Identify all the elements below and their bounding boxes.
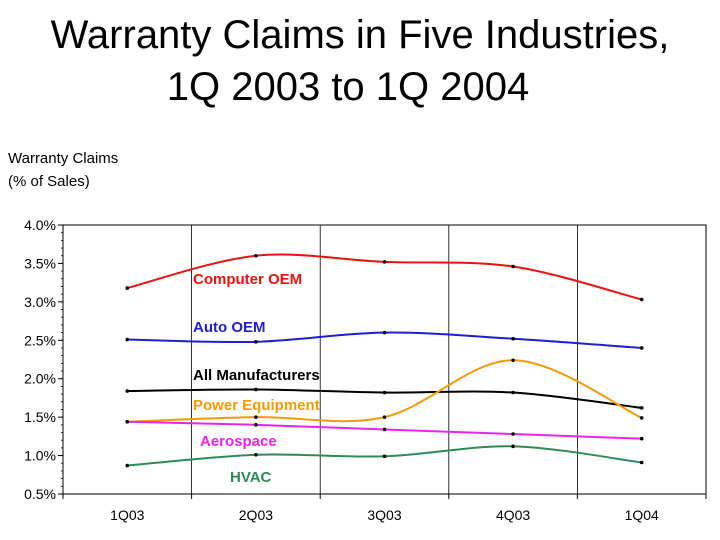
plot-area bbox=[62, 224, 707, 495]
data-point-auto-oem bbox=[254, 340, 258, 344]
x-tick-label: 3Q03 bbox=[367, 507, 401, 523]
data-point-computer-oem bbox=[254, 253, 258, 258]
data-point-hvac bbox=[639, 460, 644, 465]
data-point-power-equipment bbox=[511, 358, 515, 363]
data-point-all-manufacturers bbox=[254, 387, 258, 392]
data-point-auto-oem bbox=[125, 337, 130, 342]
y-axis-label-line-2: (% of Sales) bbox=[8, 173, 90, 190]
series-label-power-equipment: Power Equipment bbox=[193, 397, 320, 414]
data-point-hvac bbox=[511, 444, 515, 449]
data-point-auto-oem bbox=[639, 346, 644, 350]
x-tick-label: 2Q03 bbox=[239, 507, 273, 523]
x-tick-label: 4Q03 bbox=[496, 507, 530, 523]
data-point-all-manufacturers bbox=[511, 390, 515, 395]
x-tick-label: 1Q04 bbox=[625, 507, 659, 523]
data-point-computer-oem bbox=[382, 260, 387, 264]
data-point-hvac bbox=[125, 463, 130, 468]
data-point-all-manufacturers bbox=[639, 406, 644, 410]
data-point-computer-oem bbox=[125, 286, 130, 290]
data-point-auto-oem bbox=[382, 330, 387, 335]
data-point-aerospace bbox=[639, 436, 644, 441]
data-point-aerospace bbox=[511, 432, 515, 436]
data-point-aerospace bbox=[254, 423, 258, 427]
data-point-computer-oem bbox=[511, 264, 515, 269]
data-point-power-equipment bbox=[382, 415, 387, 419]
data-point-power-equipment bbox=[254, 415, 258, 419]
y-tick-label: 2.0% bbox=[24, 371, 56, 387]
chart-title-line-1: Warranty Claims in Five Industries, bbox=[50, 13, 670, 57]
data-point-aerospace bbox=[382, 427, 387, 432]
y-tick-label: 1.0% bbox=[24, 448, 56, 464]
series-label-computer-oem: Computer OEM bbox=[193, 271, 302, 288]
series-label-auto-oem: Auto OEM bbox=[193, 319, 266, 336]
series-label-aerospace: Aerospace bbox=[200, 433, 277, 450]
series-label-hvac: HVAC bbox=[230, 469, 272, 486]
x-tick-label: 1Q03 bbox=[110, 507, 144, 523]
data-point-aerospace bbox=[125, 419, 130, 424]
data-point-hvac bbox=[382, 454, 387, 459]
data-point-computer-oem bbox=[639, 297, 644, 302]
data-point-power-equipment bbox=[639, 416, 644, 420]
data-point-auto-oem bbox=[511, 336, 515, 341]
y-axis-label-line-1: Warranty Claims bbox=[8, 150, 119, 167]
data-point-all-manufacturers bbox=[382, 390, 387, 395]
y-tick-label: 4.0% bbox=[24, 217, 56, 233]
series-label-all-manufacturers: All Manufacturers bbox=[193, 367, 320, 384]
chart-title-line-2: 1Q 2003 to 1Q 2004 bbox=[166, 65, 530, 109]
y-tick-label: 1.5% bbox=[24, 409, 56, 425]
y-tick-label: 3.0% bbox=[24, 294, 56, 310]
y-tick-label: 0.5% bbox=[24, 486, 56, 502]
data-point-all-manufacturers bbox=[125, 389, 130, 393]
y-tick-label: 3.5% bbox=[24, 255, 56, 271]
data-point-hvac bbox=[254, 453, 258, 457]
y-tick-label: 2.5% bbox=[24, 332, 56, 348]
